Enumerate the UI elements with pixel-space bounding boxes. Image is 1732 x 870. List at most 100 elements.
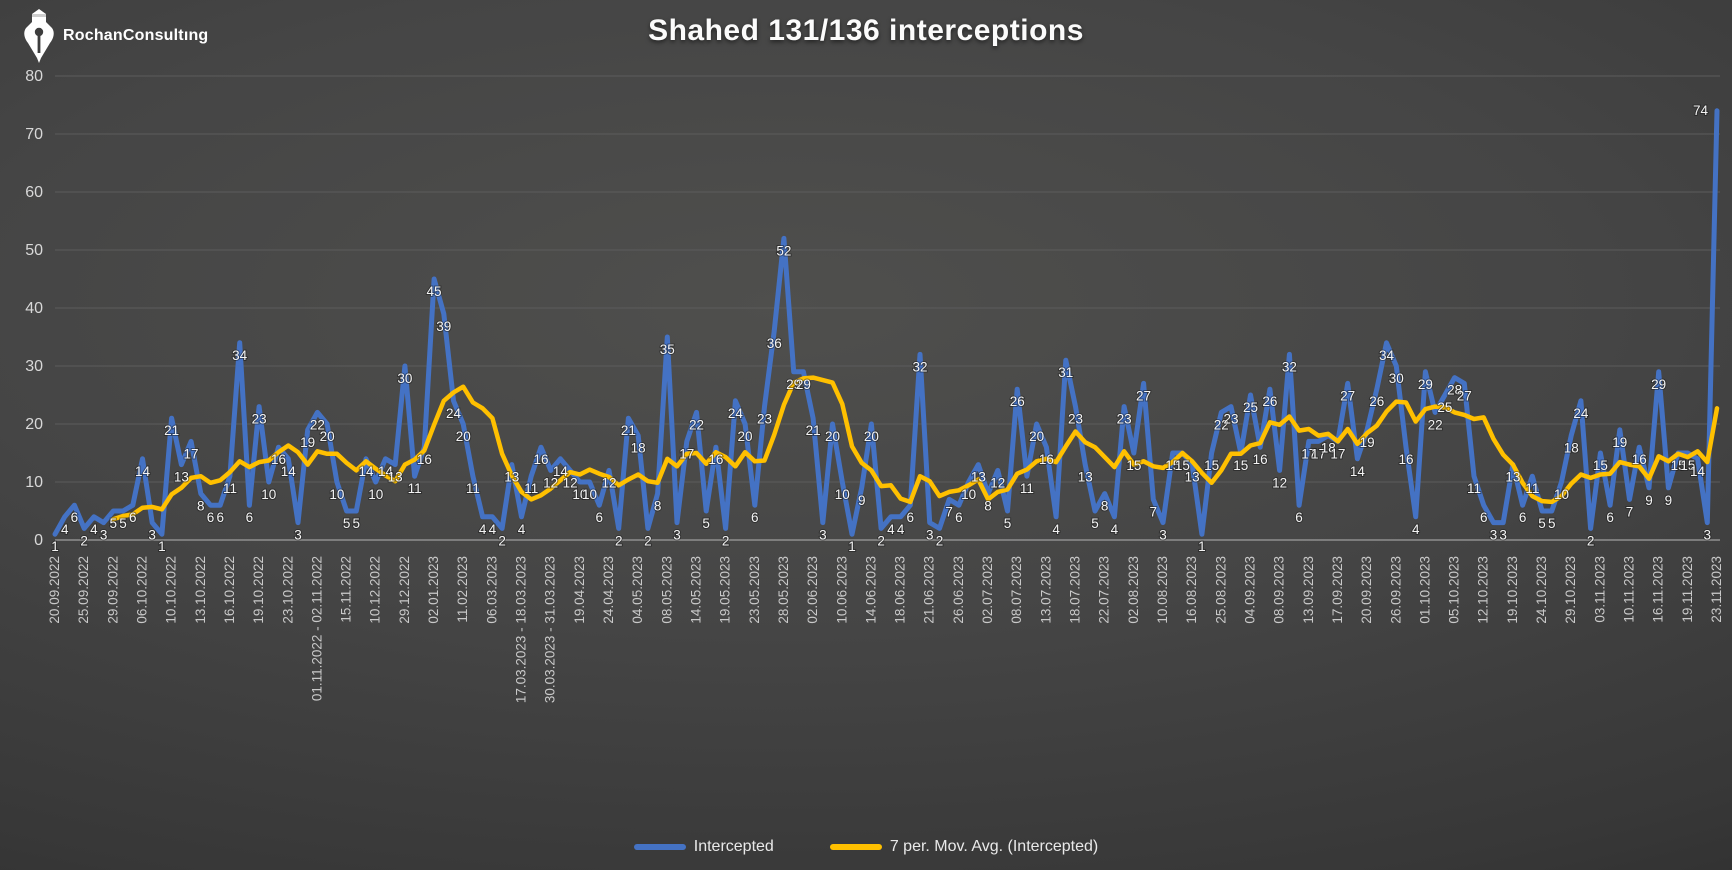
x-tick-label: 12.10.2023 (1476, 556, 1491, 624)
data-label: 4 (90, 522, 98, 537)
data-label: 15 (1233, 458, 1248, 473)
data-label: 6 (955, 510, 963, 525)
data-label: 5 (1091, 516, 1099, 531)
data-label: 14 (281, 464, 297, 479)
x-tick-label: 13.09.2023 (1301, 556, 1316, 624)
x-tick-label: 22.07.2023 (1097, 556, 1112, 624)
data-label: 13 (971, 470, 986, 485)
data-label: 8 (197, 499, 205, 514)
data-label: 18 (1564, 441, 1579, 456)
data-label: 10 (1554, 487, 1569, 502)
x-tick-label: 10.12.2022 (368, 556, 383, 624)
x-tick-label: 19.11.2023 (1680, 556, 1695, 623)
data-label: 11 (223, 481, 237, 496)
x-tick-label: 14.06.2023 (863, 556, 878, 624)
data-label: 25 (1437, 400, 1452, 415)
data-label: 5 (110, 516, 118, 531)
x-tick-label: 10.08.2023 (1155, 556, 1170, 624)
moving-avg-line (111, 375, 1720, 522)
data-label: 16 (708, 452, 723, 467)
data-label: 15 (1680, 458, 1695, 473)
data-label: 52 (776, 243, 791, 258)
x-tick-label: 02.06.2023 (805, 556, 820, 624)
data-label: 29 (786, 377, 801, 392)
x-tick-label: 26.09.2023 (1388, 556, 1403, 624)
data-label: 12 (563, 475, 578, 490)
data-label: 2 (615, 533, 623, 548)
data-label: 16 (417, 452, 432, 467)
x-tick-label: 23.11.2023 (1709, 556, 1724, 623)
data-label: 17 (1301, 446, 1316, 461)
data-label: 25 (1243, 400, 1258, 415)
x-tick-label: 05.10.2023 (1447, 556, 1462, 624)
y-tick-label: 80 (25, 68, 43, 85)
x-tick-label: 17.03.2023 - 18.03.2023 (514, 556, 529, 703)
data-label: 20 (320, 429, 335, 444)
x-tick-label: 29.09.2022 (105, 556, 120, 624)
data-label: 2 (722, 533, 730, 548)
data-label: 10 (835, 487, 850, 502)
data-label: 23 (757, 412, 772, 427)
data-label: 6 (129, 510, 137, 525)
x-tick-label: 06.10.2022 (134, 556, 149, 624)
data-label: 10 (368, 487, 383, 502)
data-label: 31 (1058, 365, 1073, 380)
x-tick-label: 16.11.2023 (1651, 556, 1666, 623)
data-label: 74 (1693, 103, 1709, 118)
y-tick-label: 0 (34, 532, 43, 549)
data-label: 32 (913, 359, 928, 374)
data-label: 29 (796, 377, 811, 392)
data-label: 21 (621, 423, 636, 438)
data-label: 11 (466, 481, 480, 496)
data-label: 10 (261, 487, 276, 502)
data-label: 14 (1690, 464, 1706, 479)
data-label: 9 (858, 493, 866, 508)
data-label: 13 (388, 470, 403, 485)
x-tick-label: 19.10.2022 (251, 556, 266, 624)
x-tick-label: 08.09.2023 (1272, 556, 1287, 624)
x-tick-label: 19.05.2023 (718, 556, 733, 624)
data-label: 11 (1020, 481, 1034, 496)
data-label: 28 (1447, 383, 1462, 398)
data-label: 4 (887, 522, 895, 537)
x-tick-label: 26.06.2023 (951, 556, 966, 624)
x-tick-label: 01.11.2022 - 02.11.2022 (309, 556, 324, 701)
x-tick-label: 04.09.2023 (1242, 556, 1257, 624)
data-label: 13 (1078, 470, 1093, 485)
x-tick-label: 02.08.2023 (1126, 556, 1141, 624)
data-label: 6 (246, 510, 254, 525)
data-label: 10 (572, 487, 587, 502)
x-tick-label: 10.11.2023 (1622, 556, 1637, 623)
data-label: 22 (689, 417, 704, 432)
data-label: 4 (489, 522, 497, 537)
data-label: 20 (1029, 429, 1044, 444)
data-label: 14 (553, 464, 569, 479)
x-tick-label: 18.07.2023 (1068, 556, 1083, 624)
data-label: 8 (984, 499, 992, 514)
data-label: 30 (397, 371, 412, 386)
legend-item-intercepted[interactable]: Intercepted (633, 838, 774, 856)
data-label: 2 (936, 533, 944, 548)
data-label: 15 (1671, 458, 1686, 473)
data-label: 27 (1457, 388, 1472, 403)
data-label: 22 (1428, 417, 1443, 432)
x-tick-label: 14.05.2023 (688, 556, 703, 624)
x-tick-label: 03.11.2023 (1592, 556, 1607, 623)
data-label: 16 (1039, 452, 1054, 467)
data-label: 22 (1214, 417, 1229, 432)
data-label: 34 (232, 348, 248, 363)
data-label: 45 (427, 284, 442, 299)
data-label: 1 (158, 539, 166, 554)
data-label: 8 (654, 499, 662, 514)
legend-label-intercepted: Intercepted (693, 838, 774, 855)
data-label: 6 (207, 510, 215, 525)
data-label: 15 (1593, 458, 1608, 473)
y-tick-label: 70 (25, 126, 43, 143)
data-label: 35 (660, 342, 675, 357)
legend-item-moving-avg[interactable]: 7 per. Mov. Avg. (Intercepted) (829, 838, 1098, 856)
data-label: 32 (1282, 359, 1297, 374)
data-label: 30 (1389, 371, 1404, 386)
data-label: 1 (51, 539, 59, 554)
moving-avg-swatch (829, 844, 882, 850)
data-label: 22 (310, 417, 325, 432)
